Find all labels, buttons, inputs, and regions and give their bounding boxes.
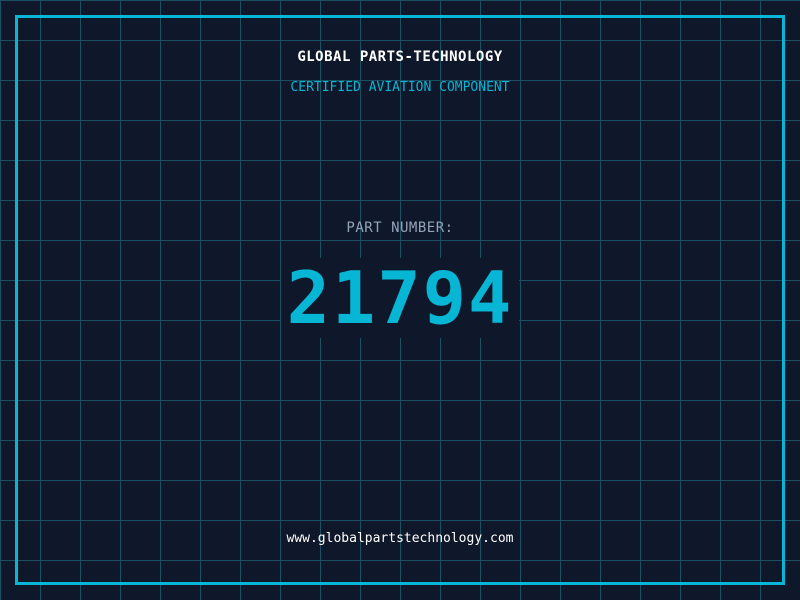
subtitle: CERTIFIED AVIATION COMPONENT: [290, 80, 510, 95]
border-frame: [15, 15, 785, 585]
part-number: 21794: [280, 258, 520, 338]
website-url: www.globalpartstechnology.com: [286, 531, 514, 546]
part-number-label: PART NUMBER:: [346, 220, 454, 236]
brand-title: GLOBAL PARTS-TECHNOLOGY: [297, 49, 503, 65]
part-number-box: 21794: [0, 258, 800, 338]
